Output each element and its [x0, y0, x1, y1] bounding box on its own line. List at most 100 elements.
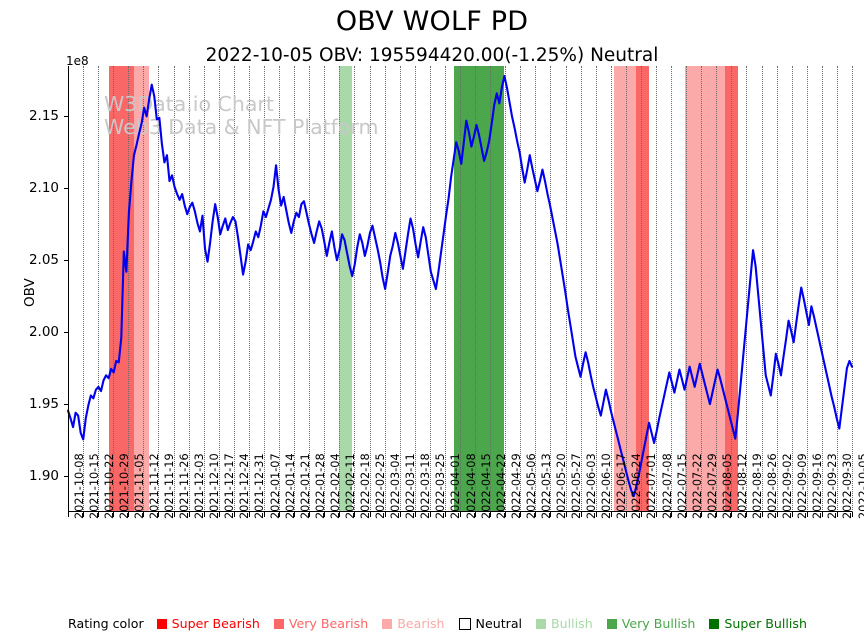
gridline	[640, 66, 642, 512]
x-tick-mark	[656, 512, 657, 517]
x-tick-label: 2022-05-13	[539, 453, 553, 519]
gridline	[580, 66, 582, 512]
x-tick-label: 2022-08-26	[766, 453, 780, 519]
x-tick-mark	[836, 512, 838, 517]
gridline	[656, 66, 657, 512]
gridline	[128, 66, 130, 512]
rating-band	[133, 66, 150, 512]
gridline	[776, 66, 778, 512]
gridline	[565, 66, 567, 512]
y-axis-label: OBV	[22, 278, 38, 307]
gridline	[836, 66, 838, 512]
x-tick-label: 2022-01-21	[298, 453, 312, 519]
gridline	[852, 66, 853, 512]
x-tick-mark	[218, 512, 220, 517]
gridline	[460, 66, 461, 512]
plot-area: W3Data.io Chart Web3 Data & NFT Platform…	[29, 66, 864, 519]
x-tick-mark	[429, 512, 431, 517]
gridline	[671, 66, 673, 512]
gridline	[490, 66, 492, 512]
legend-item[interactable]: Very Bearish	[273, 616, 368, 631]
gridline	[550, 66, 552, 512]
x-tick-mark	[716, 512, 718, 517]
gridline	[701, 66, 703, 512]
x-tick-label: 2022-08-12	[735, 453, 749, 519]
y-axis-exponent-label: 1e8	[66, 54, 89, 68]
legend-item[interactable]: Super Bearish	[156, 616, 260, 631]
x-tick-mark	[369, 512, 371, 517]
x-tick-label: 2022-06-24	[630, 453, 644, 519]
gridline	[339, 66, 341, 512]
y-tick-mark	[63, 404, 68, 406]
legend-item-label: Super Bearish	[171, 616, 260, 631]
legend-item[interactable]: Very Bullish	[606, 616, 695, 631]
gridline	[475, 66, 477, 512]
x-tick-label: 2021-10-22	[102, 453, 116, 519]
x-tick-mark	[324, 512, 326, 517]
gridline	[595, 66, 597, 512]
legend-item[interactable]: Bearish	[382, 616, 445, 631]
legend-swatch-icon	[709, 618, 720, 629]
x-tick-mark	[399, 512, 401, 517]
y-tick-mark	[63, 476, 68, 478]
gridline	[279, 66, 281, 512]
gridline	[791, 66, 793, 512]
x-tick-mark	[520, 512, 522, 517]
x-tick-mark	[505, 512, 507, 517]
gridline	[610, 66, 612, 512]
x-tick-mark	[701, 512, 703, 517]
x-tick-label: 2021-10-29	[117, 453, 131, 519]
gridline	[716, 66, 718, 512]
legend-item[interactable]: Bullish	[536, 616, 593, 631]
gridline	[429, 66, 431, 512]
x-tick-mark	[294, 512, 296, 517]
legend-title: Rating color	[68, 616, 144, 631]
y-tick-label: 1.90	[28, 468, 59, 485]
x-tick-mark	[535, 512, 537, 517]
legend-swatch-icon	[536, 618, 547, 629]
x-tick-mark	[550, 512, 552, 517]
x-tick-label: 2022-04-08	[464, 453, 478, 519]
watermark-line-1: W3Data.io Chart	[104, 92, 274, 116]
x-tick-label: 2021-10-08	[72, 453, 86, 519]
x-tick-label: 2022-02-25	[374, 453, 388, 519]
gridline	[143, 66, 145, 512]
x-tick-mark	[746, 512, 748, 517]
x-tick-mark	[565, 512, 567, 517]
x-tick-mark	[686, 512, 688, 517]
x-tick-label: 2022-03-25	[434, 453, 448, 519]
x-tick-label: 2022-02-04	[328, 453, 342, 519]
y-tick-label: 2.15	[28, 108, 59, 125]
y-tick-mark	[63, 188, 68, 190]
x-tick-mark	[279, 512, 281, 517]
rating-color-legend: Rating color Super Bearish Very Bearish Be…	[68, 616, 864, 631]
x-tick-label: 2022-01-14	[283, 453, 297, 519]
x-tick-label: 2022-01-07	[268, 453, 282, 519]
legend-item-label: Neutral	[475, 616, 523, 631]
x-tick-mark	[490, 512, 492, 517]
x-tick-mark	[640, 512, 642, 517]
legend-item[interactable]: Super Bullish	[709, 616, 807, 631]
y-tick-mark	[63, 260, 68, 262]
x-tick-label: 2022-05-06	[524, 453, 538, 519]
x-tick-mark	[806, 512, 808, 517]
x-tick-label: 2022-06-17	[615, 453, 629, 519]
x-tick-mark	[414, 512, 416, 517]
legend-swatch-icon	[606, 618, 617, 629]
x-tick-label: 2022-08-19	[750, 453, 764, 519]
x-tick-label: 2022-02-18	[358, 453, 372, 519]
x-tick-mark	[475, 512, 477, 517]
x-tick-label: 2022-03-04	[389, 453, 403, 519]
x-tick-label: 2022-04-01	[449, 453, 463, 519]
x-tick-mark	[595, 512, 597, 517]
x-tick-label: 2022-09-09	[796, 453, 810, 519]
y-tick-label: 2.00	[28, 324, 59, 341]
gridline	[444, 66, 446, 512]
rating-band	[636, 66, 649, 512]
x-tick-mark	[580, 512, 582, 517]
x-tick-label: 2022-07-15	[675, 453, 689, 519]
x-tick-mark	[203, 512, 205, 517]
x-tick-label: 2022-05-20	[554, 453, 568, 519]
gridline	[218, 66, 220, 512]
legend-item[interactable]: Neutral	[458, 616, 523, 631]
